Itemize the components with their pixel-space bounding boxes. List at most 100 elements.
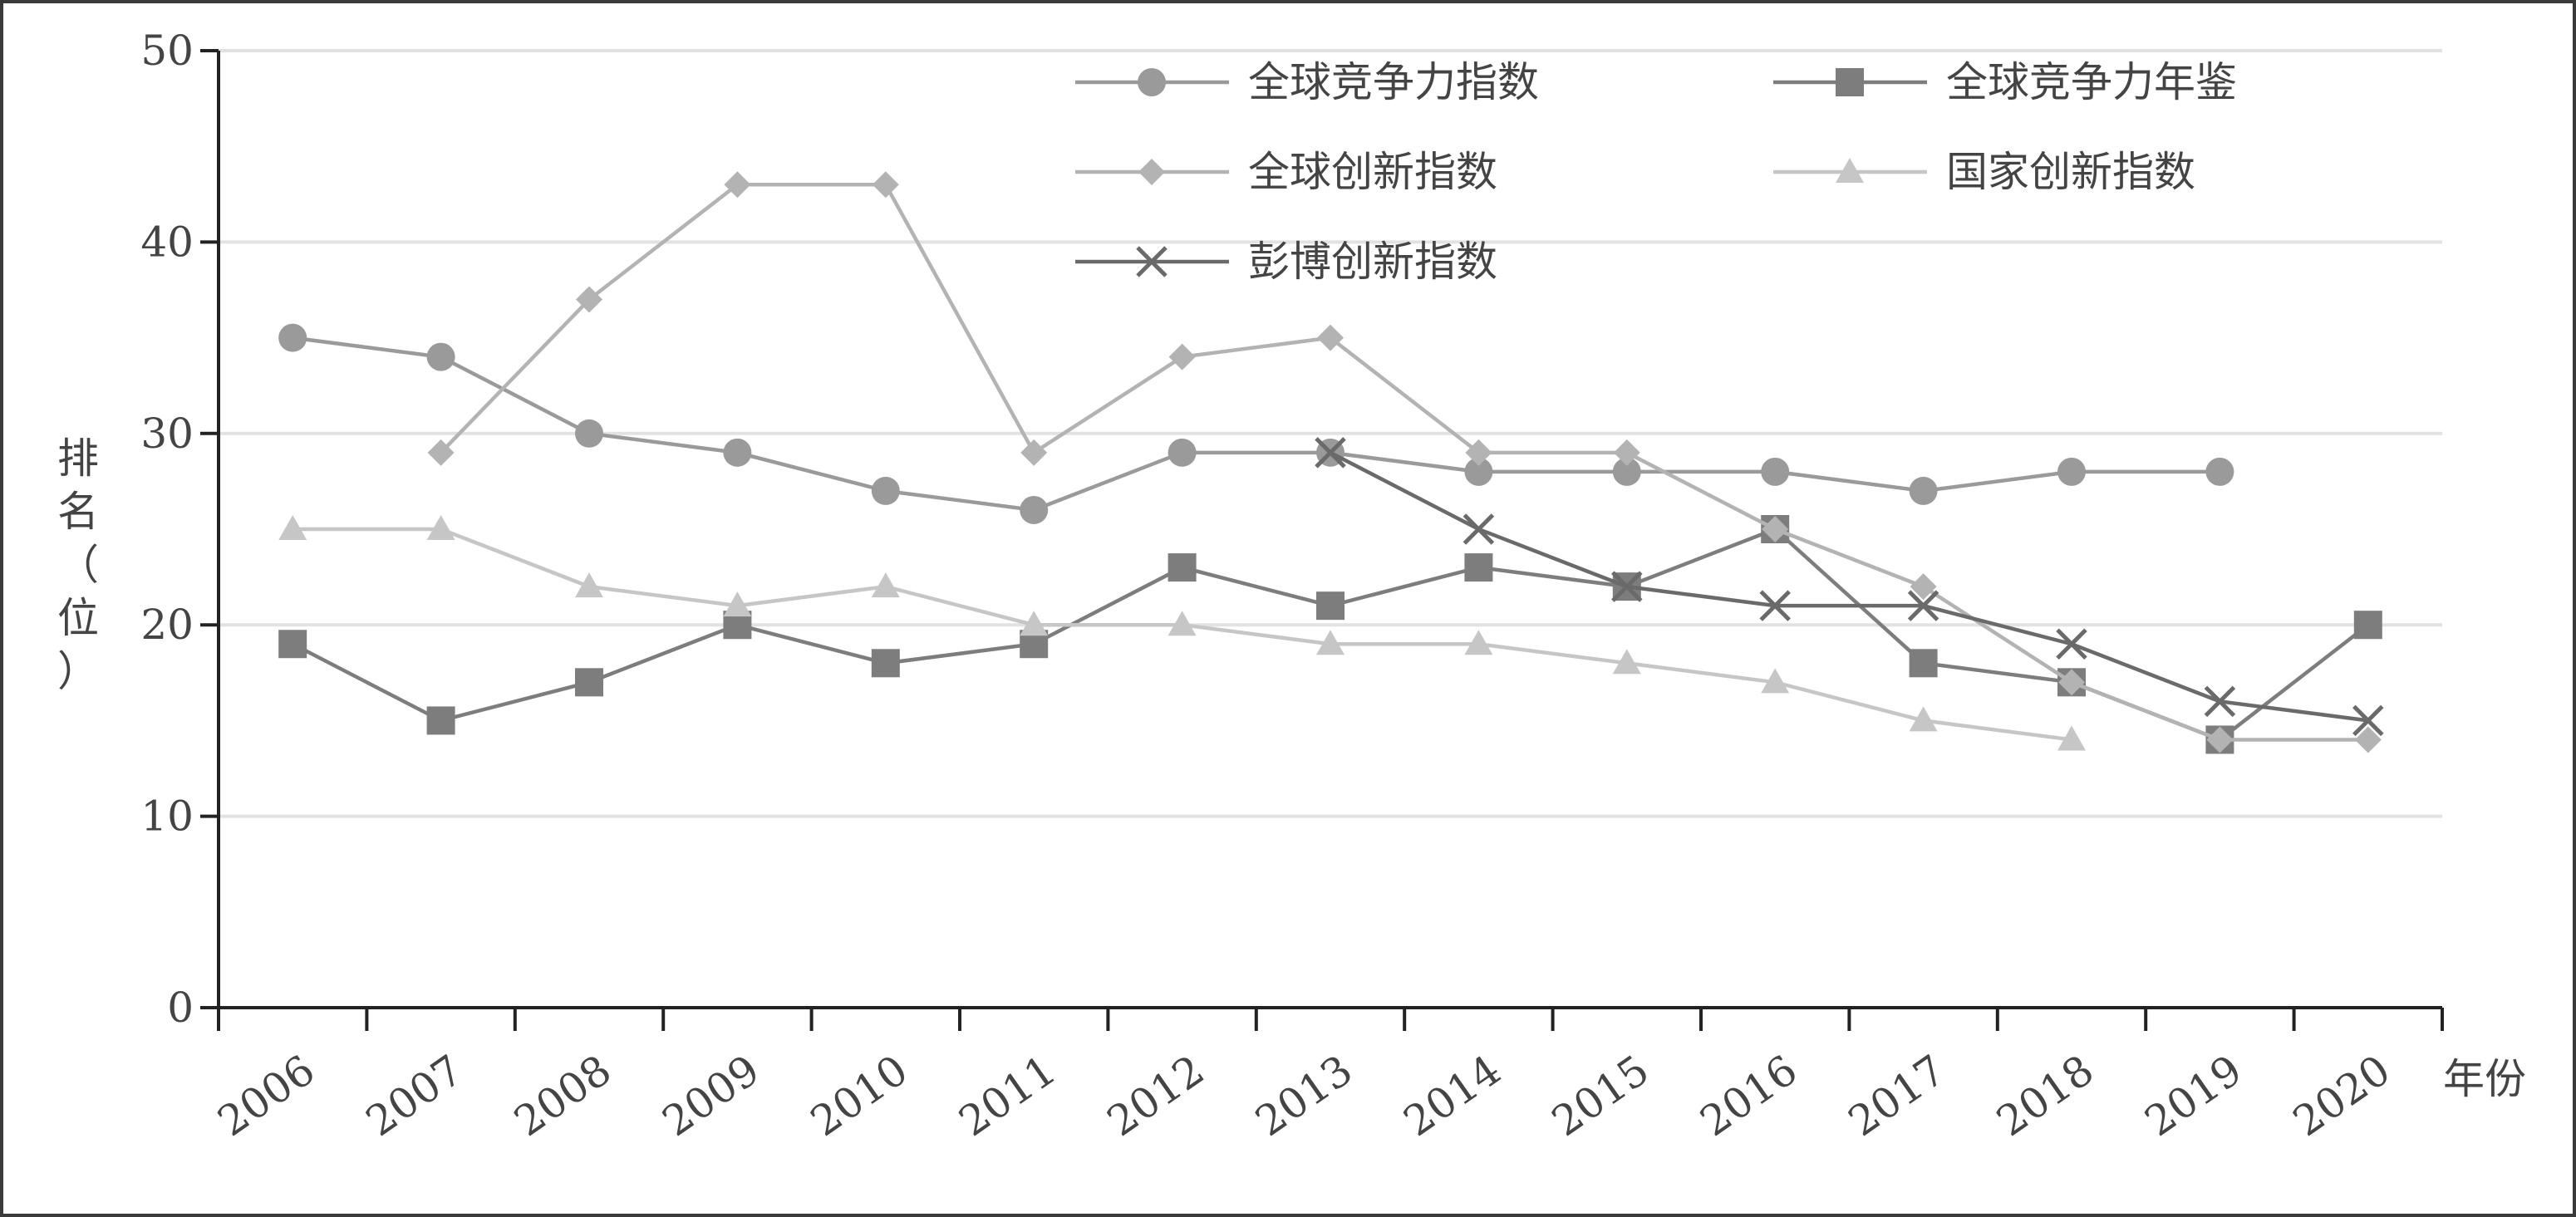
legend-marker	[1136, 246, 1168, 277]
data-point	[871, 476, 900, 505]
data-point	[1612, 649, 1641, 675]
data-point	[575, 572, 603, 598]
data-point	[724, 171, 751, 199]
series-0	[278, 323, 2234, 524]
data-point	[1020, 495, 1049, 524]
series-2	[427, 171, 2382, 753]
data-point	[871, 572, 900, 598]
x-tick-label: 2006	[209, 1046, 324, 1146]
series-line	[439, 183, 2368, 742]
x-tick-label: 2008	[505, 1046, 620, 1146]
x-axis-title: 年份	[2443, 1055, 2526, 1103]
data-point	[872, 171, 899, 199]
data-point	[2352, 704, 2384, 737]
data-point	[2354, 726, 2382, 753]
data-point	[1465, 439, 1492, 466]
data-point	[1762, 516, 1789, 542]
x-tick-label: 2018	[1988, 1046, 2102, 1146]
series-line	[292, 336, 2220, 513]
legend-item: 全球创新指数	[1075, 148, 1497, 196]
data-point	[1316, 630, 1345, 655]
data-point	[2205, 457, 2234, 486]
data-point	[723, 591, 752, 617]
data-point	[2206, 726, 2234, 753]
data-point	[1020, 439, 1048, 466]
data-point	[576, 286, 602, 313]
data-point	[1020, 611, 1049, 636]
data-point	[1316, 591, 1345, 621]
x-tick-label: 2012	[1099, 1046, 1213, 1146]
data-point	[1910, 573, 1937, 601]
series-4	[1315, 437, 2384, 737]
data-point	[1168, 611, 1197, 636]
legend-item: 彭博创新指数	[1075, 238, 1497, 286]
legend-marker	[1836, 68, 1864, 96]
data-point	[1315, 437, 1346, 469]
data-point	[2204, 685, 2236, 718]
legend-label: 全球创新指数	[1248, 148, 1497, 196]
y-tick-label: 40	[140, 218, 194, 266]
x-tick-label: 2017	[1840, 1046, 1954, 1146]
data-point	[1909, 649, 1938, 678]
data-point	[1759, 590, 1791, 621]
data-point	[1613, 439, 1640, 466]
data-point	[1463, 513, 1495, 545]
data-point	[2057, 725, 2086, 751]
y-axis-title-char: 位	[57, 594, 99, 642]
x-tick-label: 2010	[802, 1046, 917, 1146]
series-3	[278, 515, 2086, 751]
data-point	[427, 439, 455, 466]
legend-marker	[1836, 158, 1864, 183]
data-point	[2057, 457, 2086, 486]
y-tick-label: 10	[140, 793, 194, 841]
data-point	[1464, 553, 1493, 582]
data-point	[1464, 457, 1493, 486]
data-point	[426, 515, 455, 540]
data-point	[1909, 706, 1938, 732]
data-point	[278, 630, 307, 659]
data-point	[1761, 457, 1790, 486]
x-tick-label: 2013	[1246, 1046, 1361, 1146]
data-point	[426, 706, 455, 735]
legend-item: 国家创新指数	[1773, 148, 2195, 196]
data-point	[2056, 628, 2087, 660]
data-point	[1612, 457, 1641, 486]
data-point	[1168, 553, 1197, 582]
data-point	[723, 438, 752, 467]
legend-marker	[1138, 159, 1165, 185]
data-point	[1907, 590, 1939, 621]
data-point	[1317, 324, 1344, 351]
x-tick-label: 2019	[2136, 1046, 2251, 1146]
series-layer	[278, 171, 2384, 754]
legend-label: 全球竞争力指数	[1248, 58, 1539, 106]
x-tick-label: 2009	[654, 1046, 769, 1146]
x-tick-label: 2011	[951, 1046, 1065, 1146]
x-tick-label: 2007	[357, 1046, 472, 1146]
data-point	[278, 323, 307, 352]
y-tick-label: 50	[140, 27, 194, 75]
data-point	[426, 342, 455, 371]
legend-label: 彭博创新指数	[1248, 238, 1497, 286]
data-point	[1611, 571, 1643, 602]
legend-item: 全球竞争力年鉴	[1773, 58, 2237, 106]
y-axis-title: 排名 （ 位 ）	[57, 434, 99, 695]
x-tick-label: 2015	[1543, 1046, 1658, 1146]
x-tick-label: 2020	[2284, 1046, 2399, 1146]
legend-marker	[1138, 68, 1166, 96]
data-point	[1168, 343, 1196, 370]
data-point	[2353, 611, 2382, 640]
series-line	[1329, 450, 2369, 723]
y-tick-label: 20	[140, 601, 194, 649]
x-tick-label: 2016	[1692, 1046, 1807, 1146]
data-point	[1909, 476, 1938, 505]
data-point	[1464, 630, 1493, 655]
data-point	[1168, 438, 1197, 467]
y-axis-title-char: 排	[57, 434, 99, 483]
data-point	[2058, 669, 2085, 696]
legend-label: 全球竞争力年鉴	[1946, 58, 2237, 106]
data-point	[1761, 668, 1790, 694]
data-point	[575, 668, 603, 697]
y-axis-title-char: （	[57, 541, 99, 589]
